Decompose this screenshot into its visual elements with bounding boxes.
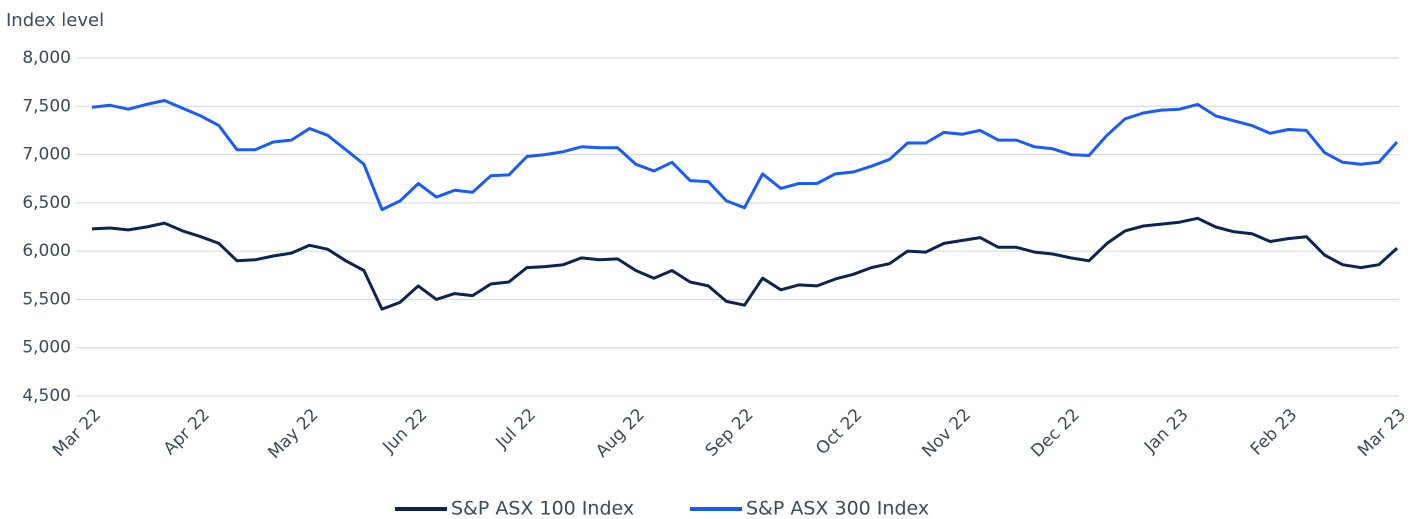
x-tick-label: Nov 22: [918, 405, 975, 462]
y-tick-label: 5,000: [22, 338, 71, 358]
y-tick-label: 5,500: [22, 289, 71, 309]
x-tick-label: Aug 22: [592, 405, 649, 462]
series-line: [91, 216, 1399, 311]
x-tick-label: Jul 22: [492, 405, 540, 453]
y-axis-label: Index level: [6, 10, 104, 31]
x-tick-label: Jan 23: [1140, 405, 1193, 458]
x-tick-label: Mar 22: [49, 405, 105, 461]
y-tick-label: 7,500: [22, 96, 71, 116]
x-tick-label: Oct 22: [812, 405, 866, 459]
x-tick-label: Dec 22: [1027, 405, 1084, 462]
x-tick-label: Mar 23: [1354, 405, 1410, 461]
x-tick-label: Jun 22: [379, 405, 432, 458]
legend-label: S&P ASX 100 Index: [451, 498, 634, 519]
legend-label: S&P ASX 300 Index: [746, 498, 929, 519]
y-tick-label: 7,000: [22, 145, 71, 165]
x-tick-label: Apr 22: [160, 405, 214, 459]
x-tick-label: May 22: [264, 405, 322, 463]
y-tick-label: 6,000: [22, 241, 71, 261]
y-tick-label: 6,500: [22, 193, 71, 213]
y-tick-label: 8,000: [22, 48, 71, 68]
x-tick-label: Feb 23: [1247, 405, 1302, 460]
x-tick-label: Sep 22: [702, 405, 758, 461]
series-line: [91, 99, 1399, 212]
y-tick-label: 4,500: [22, 386, 71, 406]
